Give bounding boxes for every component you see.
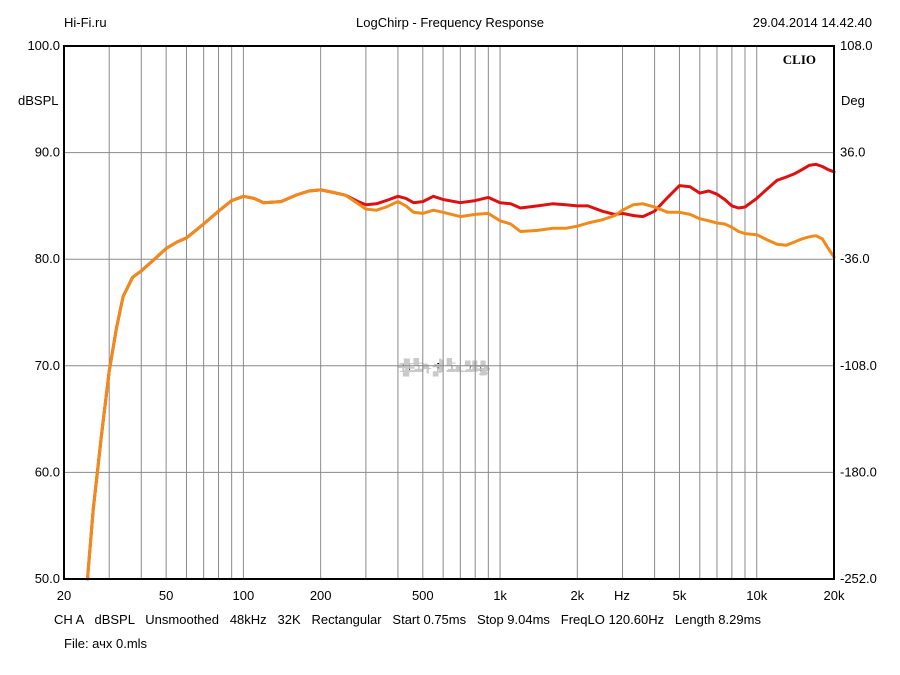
x-tick-label: 5k (673, 588, 687, 603)
watermark-text: Hi-Fi.ru (402, 360, 493, 375)
y2-tick-label: -36.0 (840, 251, 870, 266)
watermark-logo: Hi-Fi.ru (397, 356, 493, 380)
x-tick-label: 10k (746, 588, 767, 603)
x-tick-label: 2k (570, 588, 584, 603)
y2-tick-label: -108.0 (840, 358, 877, 373)
file-name: File: ачх 0.mls (64, 636, 148, 651)
measurement-datetime: 29.04.2014 14.42.40 (752, 15, 872, 30)
right-axis-unit: Deg (841, 93, 865, 108)
clio-brand-label: CLIO (783, 52, 816, 67)
y2-tick-label: -252.0 (840, 571, 877, 586)
x-tick-label: 50 (159, 588, 173, 603)
x-tick-label: 20 (57, 588, 71, 603)
y-tick-label: 60.0 (35, 464, 60, 479)
y-tick-label: 80.0 (35, 251, 60, 266)
x-axis-unit: Hz (614, 588, 630, 603)
y2-tick-label: -180.0 (840, 464, 877, 479)
x-tick-label: 200 (310, 588, 332, 603)
series-line-2 (86, 188, 836, 581)
x-tick-label: 100 (233, 588, 255, 603)
chart-title: LogChirp - Frequency Response (356, 15, 544, 30)
measurement-settings: CH A dBSPL Unsmoothed 48kHz 32K Rectangu… (54, 612, 761, 627)
site-label: Hi-Fi.ru (64, 15, 107, 30)
y-tick-label: 100.0 (27, 38, 60, 53)
x-tick-label: 500 (412, 588, 434, 603)
x-tick-label: 1k (493, 588, 507, 603)
y-tick-label: 50.0 (35, 571, 60, 586)
y2-tick-label: 36.0 (840, 145, 865, 160)
y2-tick-label: 108.0 (840, 38, 873, 53)
series-layer (86, 162, 836, 581)
axis-labels: dBSPL Deg Hz CLIO 50.0 60.0 70.0 80.0 90.0 10… (18, 38, 877, 603)
y-tick-label: 90.0 (35, 145, 60, 160)
left-axis-unit: dBSPL (18, 93, 58, 108)
chart-grid (64, 46, 834, 579)
y-tick-label: 70.0 (35, 358, 60, 373)
x-tick-label: 20k (824, 588, 845, 603)
plot-frame (63, 45, 835, 580)
